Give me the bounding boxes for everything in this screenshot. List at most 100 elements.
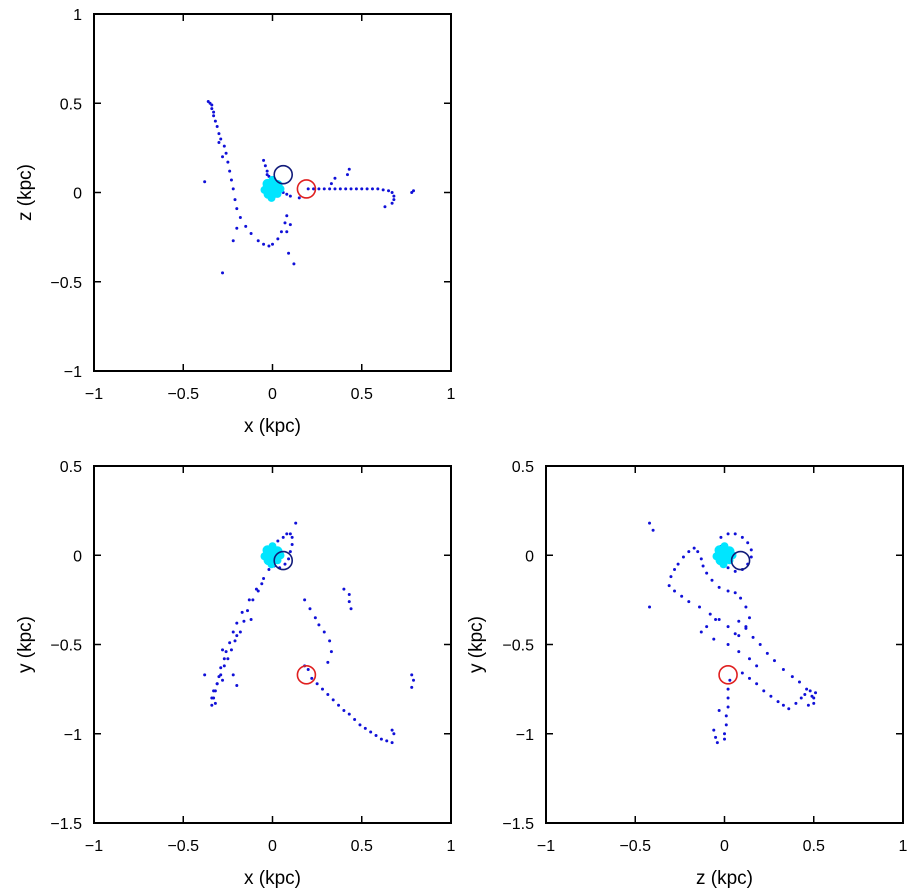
data-point <box>212 110 216 114</box>
data-point <box>708 612 712 616</box>
data-point <box>726 687 730 691</box>
data-point <box>329 182 333 186</box>
data-point <box>726 643 730 646</box>
x-tick-label: 1 <box>899 838 908 855</box>
data-point <box>262 242 266 246</box>
panel-bottom-right-y-vs-z: −1 −0.5 0 0.5 1−1.5−1−0.500.5 z (kpc) y (kpc… <box>466 459 908 889</box>
data-point <box>292 262 296 266</box>
center-cluster-blob <box>260 185 269 194</box>
data-point <box>392 194 396 198</box>
data-point <box>283 221 287 225</box>
x-tick-label: 0.5 <box>351 838 373 855</box>
data-point <box>288 194 292 198</box>
data-point <box>410 685 414 689</box>
data-point <box>288 550 292 554</box>
data-point <box>360 187 364 191</box>
plot-frame <box>545 465 904 824</box>
data-point <box>326 692 330 696</box>
data-point <box>794 701 798 705</box>
x-tick-label: 0 <box>268 838 277 855</box>
data-point <box>294 521 298 525</box>
data-point <box>219 666 223 670</box>
data-point <box>726 625 730 629</box>
data-point <box>803 692 807 696</box>
dark-circle-marker <box>730 550 751 571</box>
data-point <box>221 271 225 275</box>
data-point <box>733 532 737 536</box>
data-point <box>329 650 333 654</box>
dark-circle-marker <box>273 164 294 185</box>
data-point <box>717 585 721 589</box>
center-cluster-blob <box>267 193 276 202</box>
center-cluster-blob <box>719 560 728 569</box>
data-point <box>740 671 744 675</box>
data-point <box>726 705 730 709</box>
data-point <box>262 158 266 162</box>
y-tick-label: −0.5 <box>502 638 534 655</box>
red-circle-marker <box>718 665 738 685</box>
data-point <box>322 187 326 191</box>
data-point <box>276 539 280 543</box>
data-point <box>714 735 718 739</box>
data-point <box>687 600 691 604</box>
x-tick-label: 1 <box>447 838 456 855</box>
data-point <box>235 207 239 211</box>
center-cluster-blob <box>267 560 276 569</box>
y-axis-label: y (kpc) <box>15 616 36 673</box>
x-tick-label: −0.5 <box>619 838 651 855</box>
data-point <box>769 694 773 698</box>
data-point <box>814 691 818 695</box>
data-point <box>231 630 235 634</box>
data-point <box>667 584 671 588</box>
data-point <box>390 741 394 745</box>
data-point <box>349 607 353 611</box>
x-tick-label: −0.5 <box>167 386 199 403</box>
data-point <box>249 232 253 236</box>
data-point <box>723 732 726 736</box>
data-point <box>235 621 239 625</box>
data-point <box>347 593 351 597</box>
data-point <box>705 625 709 629</box>
data-point <box>317 623 321 627</box>
data-point <box>210 103 214 107</box>
data-point <box>762 689 766 693</box>
data-point <box>238 630 242 634</box>
data-point <box>651 528 655 532</box>
data-point <box>306 187 310 191</box>
data-point <box>737 619 741 623</box>
data-point <box>812 701 816 705</box>
data-point <box>687 550 691 554</box>
data-point <box>240 610 244 614</box>
data-point <box>681 555 685 559</box>
data-point <box>315 682 319 686</box>
data-point <box>673 589 677 593</box>
data-point <box>749 548 753 552</box>
data-point <box>226 657 230 661</box>
data-point <box>249 618 253 622</box>
data-point <box>238 215 242 219</box>
data-point <box>369 730 373 734</box>
x-tick-label: −0.5 <box>167 838 199 855</box>
data-point <box>221 678 225 682</box>
center-cluster-blob <box>720 542 729 551</box>
data-point <box>758 643 762 646</box>
data-point <box>712 637 716 641</box>
data-point <box>242 619 246 623</box>
data-point <box>235 684 239 688</box>
data-point <box>733 632 737 636</box>
data-point <box>737 650 741 654</box>
data-point <box>262 576 266 580</box>
data-point <box>740 535 744 539</box>
data-point <box>267 244 271 248</box>
data-point <box>222 657 226 661</box>
data-point <box>265 169 269 173</box>
data-point <box>203 673 207 677</box>
data-point <box>288 223 292 227</box>
data-point <box>710 578 714 582</box>
y-axis-label: y (kpc) <box>466 616 487 673</box>
data-point <box>279 230 283 234</box>
data-point <box>381 188 385 192</box>
data-point <box>231 673 235 677</box>
data-point <box>313 616 317 620</box>
data-point <box>215 124 219 128</box>
